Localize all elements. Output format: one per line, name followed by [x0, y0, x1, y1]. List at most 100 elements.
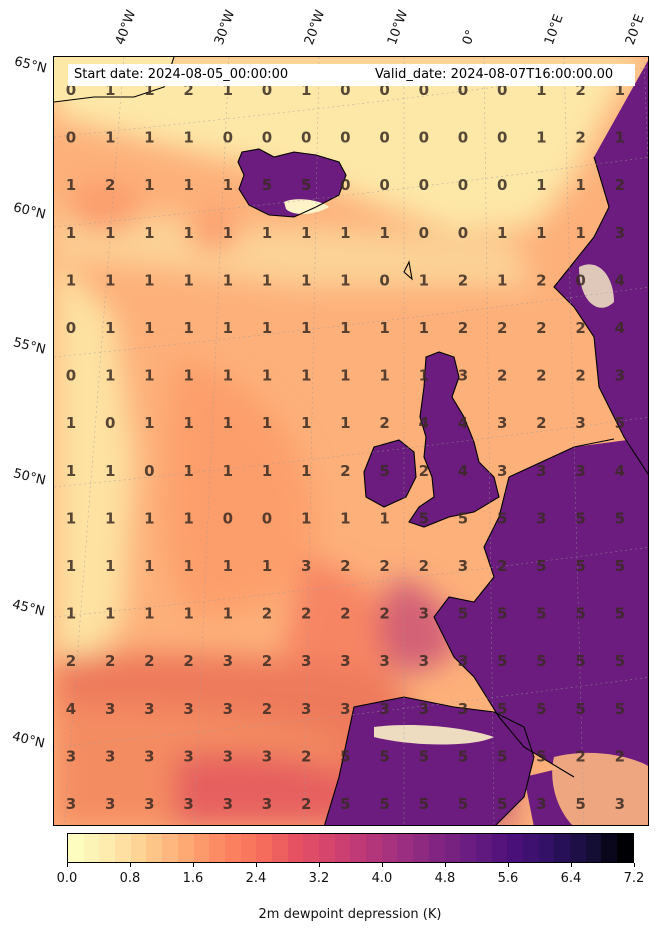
colorbar-segment: [601, 834, 618, 862]
grid-value: 1: [105, 81, 115, 99]
grid-value: 5: [458, 605, 468, 623]
grid-value: 2: [262, 700, 272, 718]
grid-value: 2: [183, 652, 193, 670]
grid-value: 5: [340, 795, 350, 813]
grid-value: 3: [183, 747, 193, 765]
grid-value: 0: [458, 129, 468, 147]
grid-value: 0: [458, 176, 468, 194]
grid-value: 0: [419, 129, 429, 147]
grid-value: 5: [497, 795, 507, 813]
grid-value: 4: [615, 462, 625, 480]
grid-value: 1: [262, 557, 272, 575]
lon-label-10e: 10°E: [541, 12, 567, 48]
grid-value: 3: [223, 795, 233, 813]
grid-value: 5: [575, 605, 585, 623]
colorbar-tick-label: 4.0: [371, 871, 393, 886]
grid-value: 1: [183, 414, 193, 432]
grid-value: 3: [340, 652, 350, 670]
grid-value: 5: [497, 700, 507, 718]
colorbar-segment: [350, 834, 367, 862]
colorbar-segment: [162, 834, 178, 862]
grid-value: 3: [536, 509, 546, 527]
grid-value: 1: [419, 367, 429, 385]
grid-value: 5: [575, 509, 585, 527]
grid-value: 2: [105, 652, 115, 670]
grid-value: 1: [66, 509, 76, 527]
colorbar-segment: [397, 834, 414, 862]
lon-label-30w: 30°W: [211, 8, 239, 47]
grid-value: 2: [379, 414, 389, 432]
lat-label-60n: 60°N: [11, 200, 48, 223]
grid-value: 1: [105, 319, 115, 337]
grid-value: 1: [105, 557, 115, 575]
colorbar-segment: [287, 834, 304, 862]
grid-value: 5: [575, 557, 585, 575]
grid-value: 5: [536, 747, 546, 765]
grid-value: 1: [223, 81, 233, 99]
grid-value: 1: [262, 414, 272, 432]
grid-value: 0: [419, 176, 429, 194]
colorbar-tickmark: [634, 863, 635, 867]
colorbar-segment: [381, 834, 398, 862]
colorbar-segment: [585, 834, 602, 862]
grid-value: 5: [458, 509, 468, 527]
grid-value: 5: [262, 176, 272, 194]
grid-value: 1: [379, 319, 389, 337]
grid-value: 3: [66, 795, 76, 813]
colorbar-segment: [99, 834, 116, 862]
grid-value: 5: [497, 509, 507, 527]
valid-date-label: Valid_date: 2024-08-07T16:00:00.00: [375, 67, 614, 82]
grid-value: 2: [458, 271, 468, 289]
grid-value: 2: [379, 557, 389, 575]
grid-value: 2: [144, 652, 154, 670]
colorbar-segment: [115, 834, 131, 862]
grid-value: 1: [262, 319, 272, 337]
field-blobs: [54, 57, 648, 825]
grid-value: 1: [301, 462, 311, 480]
grid-value: 5: [419, 509, 429, 527]
colorbar-segment: [303, 834, 319, 862]
lon-label-20w: 20°W: [301, 8, 329, 47]
grid-value: 3: [105, 700, 115, 718]
colorbar-segment: [507, 834, 523, 862]
grid-value: 3: [301, 557, 311, 575]
grid-value: 3: [105, 795, 115, 813]
grid-value: 2: [458, 319, 468, 337]
grid-value: 2: [340, 605, 350, 623]
grid-value: 1: [223, 414, 233, 432]
grid-value: 2: [340, 557, 350, 575]
grid-value: 2: [301, 605, 311, 623]
grid-value: 0: [458, 224, 468, 242]
grid-value: 3: [105, 747, 115, 765]
grid-value: 1: [223, 176, 233, 194]
grid-value: 3: [66, 747, 76, 765]
grid-value: 1: [183, 224, 193, 242]
grid-value: 5: [301, 176, 311, 194]
grid-value: 3: [340, 700, 350, 718]
colorbar-tick-label: 2.4: [245, 871, 267, 886]
colorbar-segment: [428, 834, 445, 862]
grid-value: 1: [183, 176, 193, 194]
grid-value: 5: [497, 605, 507, 623]
grid-value: 2: [301, 747, 311, 765]
grid-value: 3: [301, 700, 311, 718]
colorbar-segment: [256, 834, 272, 862]
grid-value: 0: [379, 176, 389, 194]
grid-value: 1: [340, 509, 350, 527]
grid-value: 1: [144, 367, 154, 385]
grid-value: 2: [183, 81, 193, 99]
grid-value: 3: [144, 795, 154, 813]
grid-value: 1: [497, 271, 507, 289]
colorbar-tick-label: 7.2: [623, 871, 645, 886]
grid-value: 2: [575, 129, 585, 147]
grid-value: 1: [340, 271, 350, 289]
grid-value: 0: [379, 129, 389, 147]
grid-value: 1: [183, 557, 193, 575]
grid-value: 0: [223, 129, 233, 147]
grid-value: 5: [379, 462, 389, 480]
grid-value: 2: [301, 795, 311, 813]
grid-value: 1: [223, 605, 233, 623]
grid-value: 1: [223, 271, 233, 289]
grid-value: 3: [419, 605, 429, 623]
grid-value: 3: [419, 652, 429, 670]
